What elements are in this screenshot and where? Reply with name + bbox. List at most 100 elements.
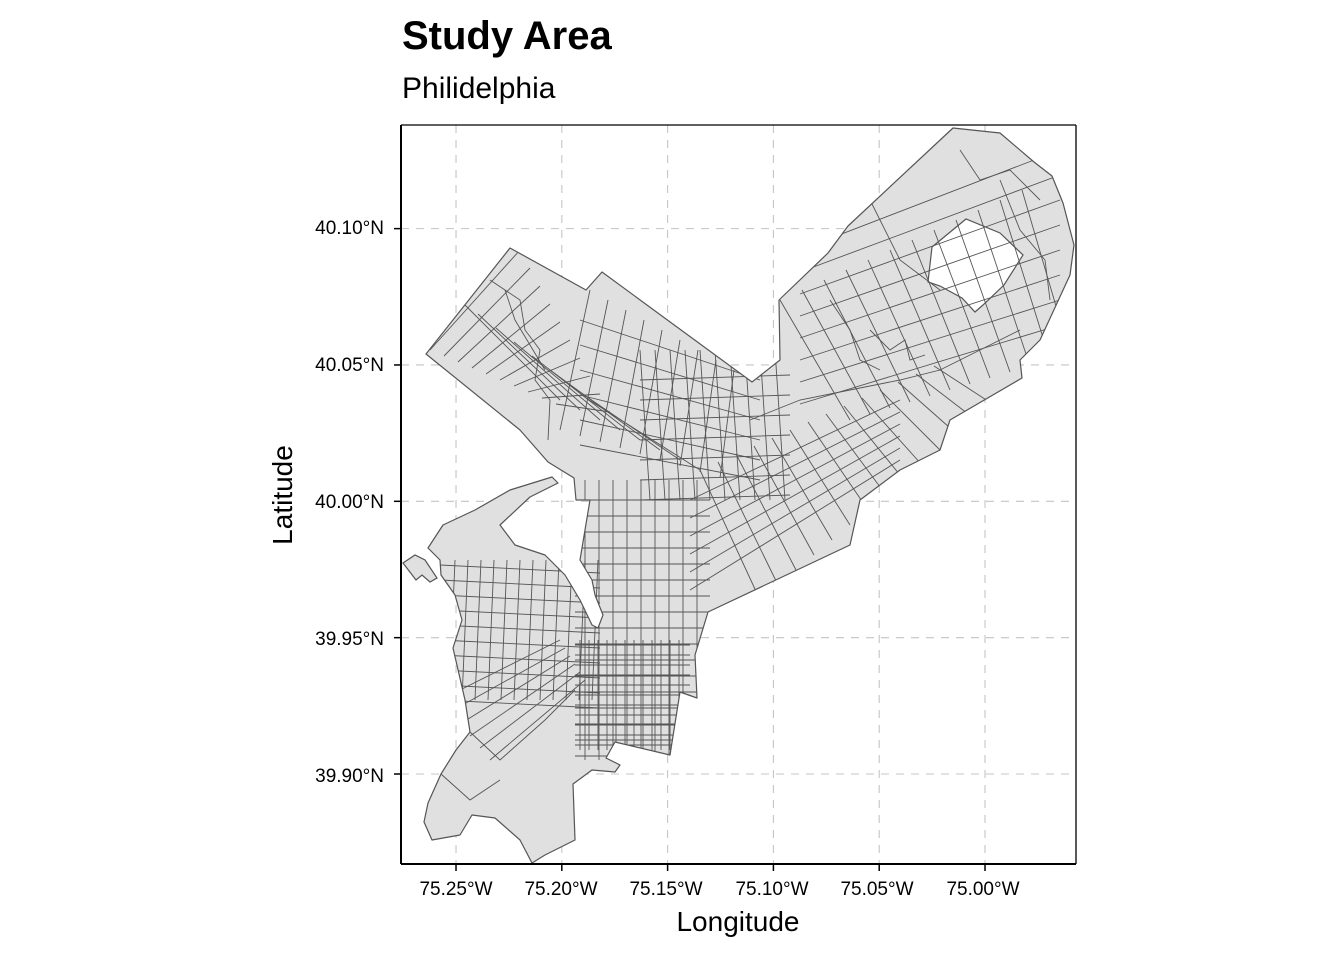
tract-boundary [801, 289, 871, 415]
tract-boundary [749, 329, 1021, 421]
tract-boundary [474, 559, 482, 701]
y-tick-label: 39.90°N [315, 766, 384, 787]
tract-boundary [599, 309, 627, 443]
tract-boundary [469, 689, 576, 761]
tract-boundary [679, 349, 699, 467]
tract-boundary [459, 655, 571, 725]
tract-boundary [717, 461, 779, 586]
tract-boundary [477, 313, 581, 411]
tract-boundary [753, 445, 815, 556]
tract-boundary [799, 299, 1061, 383]
x-tick-label: 75.15°W [629, 879, 703, 900]
tract-boundary [889, 249, 951, 391]
tract-boundary [759, 349, 771, 501]
tract-boundary [449, 647, 566, 713]
tract-boundary [869, 199, 941, 291]
tract-boundary [689, 447, 901, 573]
tract-boundary [469, 663, 576, 737]
tract-boundary [825, 413, 887, 496]
tract-boundary [471, 303, 551, 369]
tract-boundary [799, 224, 1061, 317]
tract-boundary [439, 699, 601, 709]
x-tick-label: 75.05°W [840, 879, 914, 900]
tract-boundary [689, 411, 901, 519]
tract-boundary [714, 349, 726, 501]
tract-boundary [799, 199, 1061, 295]
city-main-body [423, 127, 1075, 864]
tract-boundary [659, 339, 681, 461]
tract-boundary [485, 321, 561, 375]
tract-boundary [911, 239, 971, 385]
x-axis-title: Longitude [676, 906, 800, 937]
tract-boundary [799, 174, 1061, 273]
tract-boundary [440, 773, 501, 801]
tract-boundary [439, 654, 601, 664]
map-title: Study Area [402, 14, 612, 58]
tract-boundary [579, 419, 761, 461]
tract-boundary [799, 324, 1061, 405]
tract-boundary [526, 559, 534, 701]
tract-boundary [799, 249, 1061, 339]
tract-boundary [771, 437, 833, 541]
tract-boundary [639, 374, 791, 381]
tract-boundary [579, 344, 761, 401]
tract-boundary [684, 349, 696, 501]
tract-boundary [579, 299, 609, 437]
tract-boundary [669, 349, 681, 501]
tract-boundary [829, 299, 881, 371]
tract-boundary [639, 394, 791, 401]
tract-boundary [999, 199, 1051, 361]
tract-boundary [489, 679, 586, 761]
y-axis-title: Latitude [267, 445, 298, 545]
tract-boundary [955, 219, 1011, 373]
tract-boundary [799, 149, 1061, 251]
map-subtitle: Philidelphia [402, 72, 556, 105]
tract-boundary [552, 559, 560, 701]
tract-boundary [699, 359, 717, 473]
tract-boundary [699, 349, 711, 501]
tract-boundary [579, 444, 761, 481]
y-tick-label: 40.10°N [315, 218, 384, 239]
tract-boundary [933, 365, 995, 406]
tract-boundary [845, 269, 911, 403]
tract-boundary [579, 369, 761, 421]
tract-boundary [977, 209, 1031, 367]
tract-boundary [559, 289, 591, 431]
tract-boundary [933, 229, 991, 379]
x-tick-label: 75.25°W [419, 879, 493, 900]
southwest-peninsula [402, 554, 438, 583]
tract-boundary [439, 609, 601, 619]
tract-boundary [439, 594, 601, 604]
tract-boundary [789, 429, 851, 526]
tract-boundary [639, 414, 791, 421]
tract-boundary [779, 299, 851, 421]
tract-boundary [719, 369, 735, 479]
x-tick-label: 75.20°W [524, 879, 598, 900]
tract-boundary [489, 279, 551, 441]
tract-boundary [579, 319, 761, 381]
tract-boundary [689, 423, 901, 537]
tract-boundary [689, 459, 901, 591]
airport-hole [927, 218, 1024, 313]
tract-boundary [959, 149, 1041, 201]
axis-ticks [394, 227, 986, 871]
y-tick-label: 39.95°N [315, 629, 384, 650]
tract-boundary [639, 329, 663, 455]
y-tick-label: 40.05°N [315, 355, 384, 376]
tract-boundary [807, 421, 869, 511]
tract-boundary [699, 469, 761, 601]
tract-boundary [689, 435, 901, 555]
tract-boundary [459, 299, 561, 401]
tract-boundary [513, 341, 621, 431]
tract-boundary [487, 559, 495, 701]
x-tick-label: 75.10°W [735, 879, 809, 900]
tract-boundary [579, 394, 761, 441]
tract-boundary [439, 624, 601, 634]
tract-boundary [729, 349, 741, 501]
tract-boundary [843, 405, 905, 481]
tract-boundary [443, 267, 531, 357]
tract-boundary [439, 639, 601, 649]
tract-boundary [479, 671, 581, 749]
tract-boundaries [429, 149, 1071, 801]
